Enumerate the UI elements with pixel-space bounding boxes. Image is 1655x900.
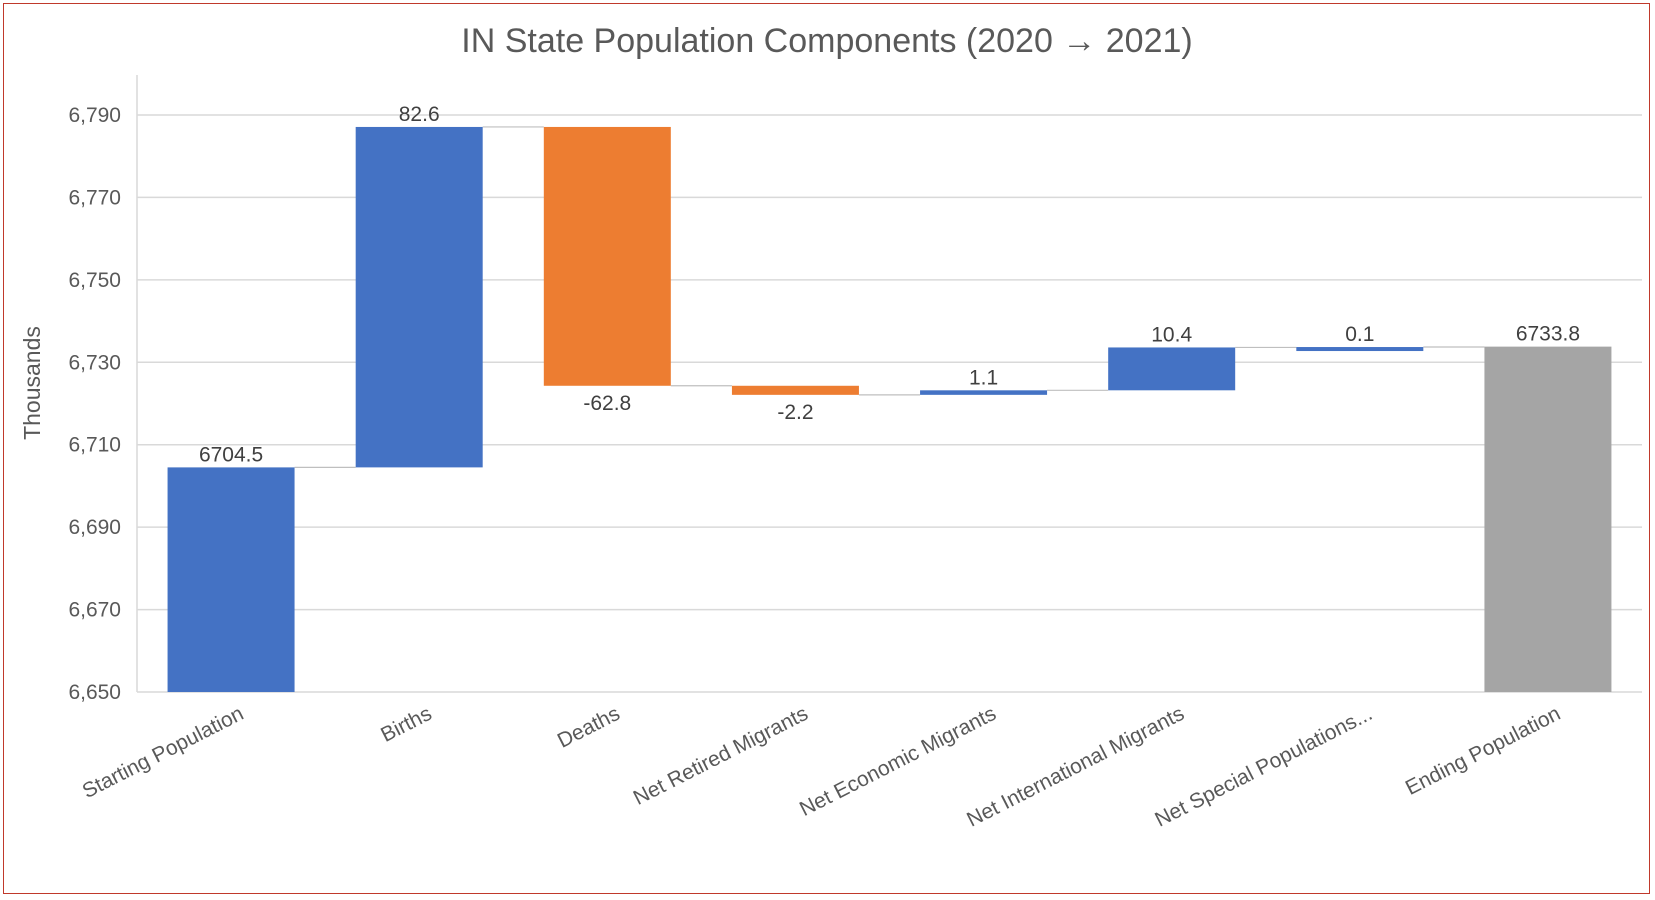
connector-lines [294,126,1485,468]
bar-6 [1108,347,1236,391]
data-label: 1.1 [969,366,998,389]
bar-2 [355,126,483,468]
bar-7 [1296,347,1424,352]
data-label: 6704.5 [199,443,263,466]
data-label: 82.6 [399,103,440,126]
x-category-label: Ending Population [1402,702,1564,800]
y-tick-label: 6,730 [68,351,121,374]
y-axis-ticks: 6,650 6,670 6,690 6,710 6,730 6,750 6,770 6,790 [68,104,121,704]
x-axis-categories: Starting Population Births Deaths Net Retir… [79,702,1564,832]
data-label: -2.2 [777,401,813,424]
data-labels: 6704.5 82.6 -62.8 -2.2 1.1 10.4 0.1 6733.8 [199,103,1580,466]
y-tick-label: 6,790 [68,104,121,127]
data-label: 6733.8 [1516,323,1580,346]
x-category-label: Net Economic Migrants [796,702,1000,821]
bar-5 [920,390,1048,395]
y-tick-label: 6,770 [68,186,121,209]
bar-4 [731,385,859,395]
chart-title: IN State Population Components (2020 → 2… [461,22,1192,60]
bar-3 [543,126,671,386]
x-category-label: Deaths [554,702,624,753]
y-axis-label: Thousands [19,326,45,440]
bar-1 [167,467,295,692]
y-tick-label: 6,670 [68,599,121,622]
x-category-label: Starting Population [79,702,248,803]
bars [167,126,1612,692]
y-tick-label: 6,710 [68,434,121,457]
y-tick-label: 6,650 [68,681,121,704]
chart-frame [3,3,1650,894]
y-tick-label: 6,750 [68,269,121,292]
data-label: -62.8 [583,392,631,415]
x-category-label: Births [377,702,435,747]
y-tick-label: 6,690 [68,516,121,539]
bar-8 [1484,346,1612,692]
data-label: 10.4 [1151,323,1192,346]
x-category-label: Net Retired Migrants [630,702,812,810]
data-label: 0.1 [1345,323,1374,346]
